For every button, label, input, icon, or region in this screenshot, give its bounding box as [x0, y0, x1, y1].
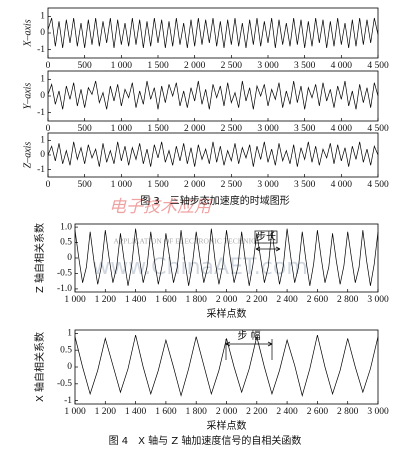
x-tick-label: 3 500 [294, 180, 316, 190]
y-tick-label: -1.0 [57, 284, 72, 294]
x-tick-label: 3 000 [257, 124, 279, 134]
x-tick-label: 1 600 [155, 295, 177, 305]
x-tick-label: 2 800 [337, 407, 359, 417]
y-axis-label: Y–axis [22, 83, 33, 110]
x-tick-label: 2 200 [246, 407, 268, 417]
x-tick-label: 500 [78, 180, 93, 190]
x-tick-label: 0 [46, 61, 51, 71]
x-axis-label: 采样点数 [207, 307, 247, 320]
signal-line [47, 17, 379, 49]
y-tick-label: -1 [37, 108, 45, 118]
x-tick-label: 4 000 [331, 124, 353, 134]
y-tick-label: -1 [37, 165, 45, 175]
signal-line [74, 334, 379, 397]
x-tick-label: 2 600 [307, 407, 329, 417]
y-tick-label: 1 [40, 136, 45, 146]
y-tick-label: -1 [37, 45, 45, 55]
x-tick-label: 2 500 [221, 180, 243, 190]
x-tick-label: 1 400 [125, 407, 147, 417]
y-tick-label: -1 [64, 396, 72, 406]
x-tick-label: 3 000 [367, 295, 389, 305]
y-tick-label: 1.0 [60, 222, 72, 232]
annotation: 步 幅 [237, 329, 260, 342]
x-tick-label: 0 [46, 180, 51, 190]
signal-line [74, 228, 379, 286]
x-tick-label: 1 000 [64, 407, 86, 417]
x-tick-label: 2 000 [184, 180, 206, 190]
y-axis-label: Z–axis [22, 142, 33, 169]
x-tick-label: 1 500 [147, 61, 169, 71]
x-tick-label: 1 000 [64, 295, 86, 305]
caption: 图 3 三轴步态加速度的时域图形 [140, 194, 290, 207]
x-tick-label: 2 000 [216, 407, 238, 417]
y-tick-label: 1 [40, 12, 45, 22]
x-tick-label: 2 800 [337, 295, 359, 305]
y-tick-label: -0.5 [57, 379, 72, 389]
y-tick-label: 0 [40, 150, 45, 160]
y-tick-label: 0 [67, 362, 72, 372]
y-tick-label: 0 [40, 28, 45, 38]
y-axis-label: Z 轴自相关系数 [33, 223, 46, 293]
x-tick-label: 3 500 [294, 61, 316, 71]
y-tick-label: 1 [40, 75, 45, 85]
x-tick-label: 2 600 [307, 295, 329, 305]
x-tick-label: 4 000 [331, 180, 353, 190]
x-tick-label: 1 500 [147, 124, 169, 134]
x-tick-label: 2 400 [276, 295, 298, 305]
x-tick-label: 1 500 [147, 180, 169, 190]
x-tick-label: 3 000 [367, 407, 389, 417]
x-tick-label: 500 [78, 61, 93, 71]
x-tick-label: 1 000 [111, 124, 133, 134]
x-tick-label: 2 500 [221, 124, 243, 134]
x-tick-label: 1 400 [125, 295, 147, 305]
x-tick-label: 2 200 [246, 295, 268, 305]
x-tick-label: 3 000 [257, 180, 279, 190]
y-axis-label: X 轴自相关系数 [33, 332, 46, 402]
caption: 图 4 X 轴与 Z 轴加速度信号的自相关函数 [109, 434, 302, 447]
x-tick-label: 1 200 [95, 295, 117, 305]
x-tick-label: 1 600 [155, 407, 177, 417]
x-axis-label: 采样点数 [207, 419, 247, 432]
x-tick-label: 500 [78, 124, 93, 134]
y-tick-label: 0 [40, 91, 45, 101]
y-tick-label: -0.5 [57, 269, 72, 279]
y-tick-label: 1 [67, 329, 72, 339]
y-tick-label: 0 [67, 253, 72, 263]
x-tick-label: 0 [46, 124, 51, 134]
x-tick-label: 2 400 [276, 407, 298, 417]
y-tick-label: 0.5 [60, 238, 72, 248]
x-tick-label: 3 000 [257, 61, 279, 71]
x-tick-label: 1 200 [95, 407, 117, 417]
x-tick-label: 4 500 [367, 180, 389, 190]
x-tick-label: 1 000 [111, 180, 133, 190]
signal-line [47, 80, 379, 110]
x-tick-label: 1 800 [186, 295, 208, 305]
x-tick-label: 4 500 [367, 61, 389, 71]
x-tick-label: 2 500 [221, 61, 243, 71]
plot-frame [47, 132, 379, 178]
watermark-logo: 电子技术应用 [109, 197, 213, 216]
x-tick-label: 2 000 [184, 124, 206, 134]
x-tick-label: 4 500 [367, 124, 389, 134]
x-tick-label: 4 000 [331, 61, 353, 71]
y-axis-label: X–axis [22, 19, 33, 47]
x-tick-label: 2 000 [216, 295, 238, 305]
x-tick-label: 2 000 [184, 61, 206, 71]
watermark-text: APPLICATION OF ELECTRONIC TECHNIQUE [114, 237, 267, 246]
x-tick-label: 1 000 [111, 61, 133, 71]
x-tick-label: 3 500 [294, 124, 316, 134]
x-tick-label: 1 800 [186, 407, 208, 417]
signal-line [47, 141, 379, 167]
y-tick-label: 0.5 [60, 345, 72, 355]
